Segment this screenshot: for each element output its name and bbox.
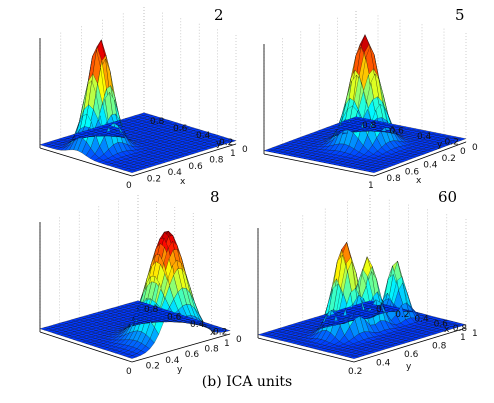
axis-title: x <box>444 325 450 335</box>
tick-label: 0.8 <box>144 305 159 315</box>
tick-label: 0.8 <box>453 324 468 334</box>
axis-title: y <box>406 362 412 372</box>
tick-label: 0.6 <box>167 313 182 323</box>
tick-label: 0.4 <box>423 161 438 171</box>
tick-label: 0.8 <box>204 345 219 355</box>
axis-line <box>257 337 355 363</box>
tick-label: 0.2 <box>395 310 409 320</box>
surface-mesh <box>39 230 231 359</box>
tick-label: 0.6 <box>390 127 405 137</box>
tick-label: 0.6 <box>188 162 203 172</box>
tick-label: 0 <box>376 305 382 315</box>
axis-title: x <box>416 176 422 186</box>
tick-label: 0.8 <box>386 174 401 184</box>
surface-cell <box>56 146 66 151</box>
axis-title: y <box>177 365 183 375</box>
tick-label: 0.6 <box>405 167 420 177</box>
figure-caption: (b) ICA units <box>201 374 293 390</box>
tick-label: 1 <box>460 333 466 343</box>
tick-label: 0.8 <box>150 117 165 127</box>
axis-title: x <box>180 177 186 187</box>
tick-label: 1 <box>230 149 236 159</box>
surface-cell <box>157 321 166 323</box>
axis-line <box>263 153 375 177</box>
tick-label: 0.6 <box>434 319 449 329</box>
axis-line <box>39 331 133 363</box>
panel-label: 2 <box>214 6 224 24</box>
tick-label: 0.4 <box>190 320 205 330</box>
surface-cell <box>216 330 226 333</box>
axis-title: y <box>437 140 443 150</box>
surface-mesh <box>39 39 237 173</box>
axis-line <box>131 143 237 177</box>
tick-label: 0.2 <box>445 138 459 148</box>
tick-label: 0.2 <box>348 367 362 377</box>
tick-label: 0.8 <box>432 342 447 352</box>
panel-8: 8 00.20.40.60.81 00.20.40.60.8yx <box>39 188 242 377</box>
axis-line <box>39 147 133 177</box>
tick-label: 0 <box>242 145 248 155</box>
tick-label: 0.4 <box>376 359 391 369</box>
tick-label: 1 <box>472 329 478 339</box>
tick-label: 0.2 <box>147 175 161 185</box>
panel-label: 5 <box>455 6 465 24</box>
tick-label: 0.4 <box>417 132 432 142</box>
surface-mesh <box>263 34 467 173</box>
tick-label: 1 <box>368 181 374 191</box>
tick-label: 0 <box>472 143 478 153</box>
tick-label: 0.4 <box>165 356 180 366</box>
tick-label: 0 <box>126 367 132 377</box>
axis-title: y <box>216 139 222 149</box>
tick-label: 0 <box>126 181 132 191</box>
tick-label: 0.4 <box>414 315 429 325</box>
tick-label: 0 <box>460 147 466 157</box>
panel-label: 60 <box>438 188 457 206</box>
surface-cell <box>368 170 379 173</box>
surface-cell <box>127 169 138 173</box>
tick-label: 0.8 <box>362 121 377 131</box>
surface-mesh <box>257 241 467 359</box>
tick-label: 0.2 <box>213 328 227 338</box>
surface-cell <box>349 355 360 359</box>
tick-label: 0.6 <box>173 124 188 134</box>
tick-label: 1 <box>224 339 230 349</box>
axis-line <box>373 141 467 177</box>
tick-label: 0.8 <box>209 155 224 165</box>
surface-cell <box>99 134 109 137</box>
axis-line <box>131 333 231 363</box>
panel-2: 2 00.20.40.60.81 00.20.40.60.8xy <box>39 6 248 191</box>
tick-label: 0.2 <box>442 154 456 164</box>
axis-line <box>353 327 467 363</box>
tick-label: 0.6 <box>404 350 419 360</box>
surface-cell <box>360 130 371 132</box>
panel-label: 8 <box>210 188 220 206</box>
axis-title: x <box>210 328 216 338</box>
surface-cell <box>127 355 137 359</box>
tick-label: 0.2 <box>219 138 233 148</box>
tick-label: 0.6 <box>185 350 200 360</box>
tick-label: 0 <box>236 335 242 345</box>
tick-label: 0.4 <box>196 131 211 141</box>
tick-label: 0.2 <box>146 361 160 371</box>
tick-label: 0.4 <box>168 168 183 178</box>
panel-5: 5 10.80.60.40.20 00.20.40.60.8xy <box>263 6 478 191</box>
